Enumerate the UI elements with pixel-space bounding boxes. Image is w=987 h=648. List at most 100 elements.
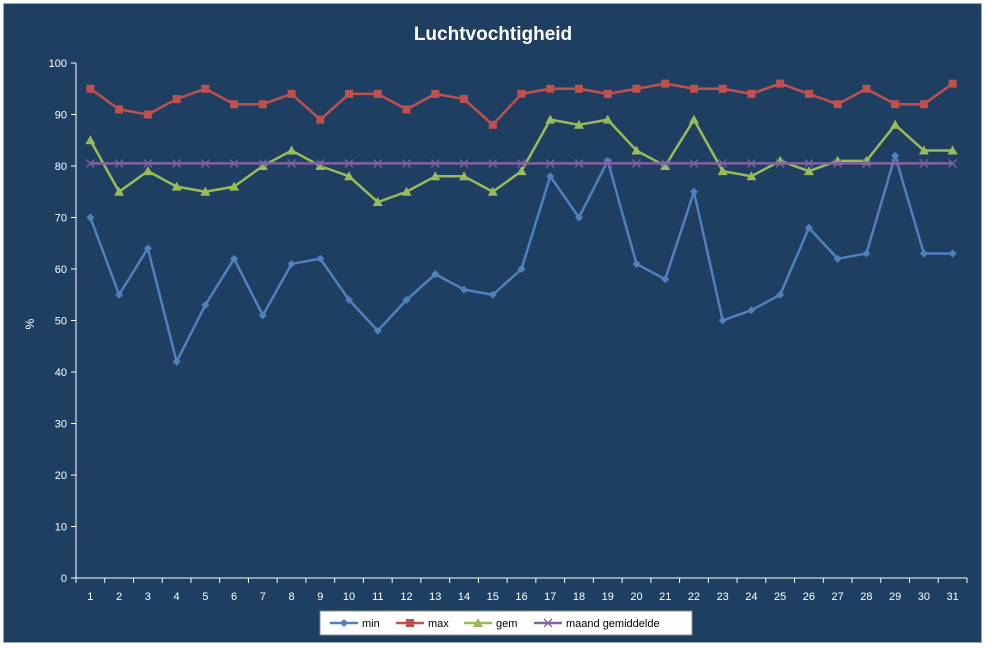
y-tick-label: 80 bbox=[55, 161, 67, 173]
data-point-min bbox=[258, 311, 267, 320]
x-tick-label: 5 bbox=[202, 591, 208, 603]
data-point-max bbox=[919, 100, 928, 109]
y-tick-label: 100 bbox=[49, 58, 67, 70]
data-point-gem bbox=[573, 119, 584, 129]
y-tick-label: 10 bbox=[55, 522, 67, 534]
x-tick-label: 14 bbox=[458, 591, 470, 603]
x-marker-stroke bbox=[543, 618, 553, 628]
data-point-maand-gemiddelde bbox=[344, 158, 354, 168]
legend-label: gem bbox=[496, 618, 517, 630]
data-point-min bbox=[919, 249, 928, 258]
data-point-max bbox=[862, 84, 871, 93]
data-point-gem bbox=[717, 166, 728, 176]
x-tick-label: 27 bbox=[832, 591, 844, 603]
x-marker-stroke bbox=[315, 158, 325, 168]
x-marker-stroke bbox=[890, 158, 900, 168]
data-point-gem bbox=[257, 161, 268, 170]
x-marker-stroke bbox=[85, 158, 95, 168]
data-point-maand-gemiddelde bbox=[919, 158, 929, 168]
x-tick-label: 17 bbox=[544, 591, 556, 603]
data-point-min bbox=[402, 295, 411, 304]
x-marker-stroke bbox=[746, 158, 756, 168]
x-tick-label: 12 bbox=[400, 591, 412, 603]
data-point-max bbox=[402, 105, 411, 114]
data-point-max bbox=[373, 89, 382, 98]
data-point-maand-gemiddelde bbox=[85, 158, 95, 168]
x-tick-label: 28 bbox=[860, 591, 872, 603]
data-point-gem bbox=[602, 114, 613, 124]
data-point-maand-gemiddelde bbox=[200, 158, 210, 168]
x-tick-label: 18 bbox=[573, 591, 585, 603]
data-point-gem bbox=[459, 171, 470, 181]
data-point-max bbox=[661, 79, 670, 88]
x-tick-label: 7 bbox=[260, 591, 266, 603]
data-point-min bbox=[632, 259, 641, 268]
y-tick-label: 40 bbox=[55, 367, 67, 379]
data-point-max bbox=[718, 84, 727, 93]
data-point-gem bbox=[890, 119, 901, 129]
x-marker-stroke bbox=[200, 158, 210, 168]
data-point-max bbox=[948, 79, 957, 88]
data-point-maand-gemiddelde bbox=[861, 158, 871, 168]
x-marker-stroke bbox=[545, 158, 555, 168]
data-point-maand-gemiddelde bbox=[172, 158, 182, 168]
data-point-min bbox=[115, 290, 124, 299]
x-tick-label: 4 bbox=[174, 591, 180, 603]
x-marker-stroke bbox=[488, 158, 498, 168]
data-point-min bbox=[776, 290, 785, 299]
x-marker-stroke bbox=[402, 158, 411, 168]
x-marker-stroke bbox=[459, 158, 469, 168]
data-point-min bbox=[747, 306, 756, 315]
data-point-max bbox=[258, 100, 267, 109]
y-tick-label: 90 bbox=[55, 110, 67, 122]
data-point-min bbox=[373, 326, 382, 335]
legend-entry-gem: gem bbox=[464, 618, 517, 630]
data-point-gem bbox=[286, 145, 297, 155]
data-point-min bbox=[230, 254, 239, 263]
data-point-max bbox=[86, 84, 95, 93]
data-point-min bbox=[460, 285, 469, 294]
data-point-max bbox=[689, 84, 698, 93]
series-line-min bbox=[89, 154, 953, 363]
data-point-gem bbox=[171, 181, 182, 191]
data-point-min bbox=[431, 270, 440, 279]
legend-marker bbox=[473, 618, 483, 627]
x-marker-stroke bbox=[287, 158, 297, 168]
axes bbox=[71, 62, 968, 583]
data-point-gem bbox=[545, 114, 556, 124]
data-point-min bbox=[287, 259, 296, 268]
data-point-gem bbox=[918, 145, 929, 155]
data-point-gem bbox=[85, 135, 96, 145]
data-point-maand-gemiddelde bbox=[402, 158, 411, 168]
data-point-gem bbox=[372, 197, 383, 207]
series-max bbox=[86, 79, 957, 129]
data-point-max bbox=[431, 89, 440, 98]
data-point-maand-gemiddelde bbox=[430, 158, 440, 168]
data-point-min bbox=[574, 213, 583, 222]
data-point-gem bbox=[947, 145, 958, 155]
data-point-gem bbox=[660, 161, 671, 170]
x-tick-label: 6 bbox=[231, 591, 237, 603]
x-marker-stroke bbox=[861, 158, 871, 168]
x-marker-stroke bbox=[718, 158, 728, 168]
series-layer bbox=[85, 79, 958, 366]
x-marker-stroke bbox=[775, 158, 785, 168]
x-tick-label: 29 bbox=[889, 591, 901, 603]
x-marker-stroke bbox=[517, 158, 526, 168]
data-point-max bbox=[603, 89, 612, 98]
x-marker-stroke bbox=[689, 158, 699, 168]
data-point-maand-gemiddelde bbox=[517, 158, 526, 168]
x-tick-label: 11 bbox=[372, 591, 383, 603]
data-point-gem bbox=[516, 166, 527, 176]
legend-marker bbox=[543, 618, 553, 628]
data-point-maand-gemiddelde bbox=[574, 158, 584, 168]
legend: min max gem maand gemiddelde bbox=[319, 610, 693, 636]
series-min bbox=[86, 151, 957, 366]
data-point-gem bbox=[142, 166, 153, 176]
data-point-maand-gemiddelde bbox=[804, 158, 814, 168]
data-point-min bbox=[517, 265, 526, 273]
data-point-min bbox=[689, 187, 698, 196]
data-point-max bbox=[230, 100, 239, 109]
x-marker-stroke bbox=[804, 158, 814, 168]
data-point-min bbox=[345, 295, 354, 304]
